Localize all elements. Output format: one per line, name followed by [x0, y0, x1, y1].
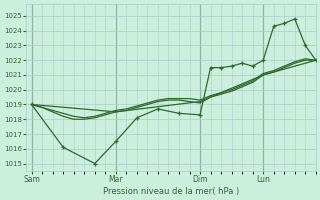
- X-axis label: Pression niveau de la mer( hPa ): Pression niveau de la mer( hPa ): [103, 187, 239, 196]
